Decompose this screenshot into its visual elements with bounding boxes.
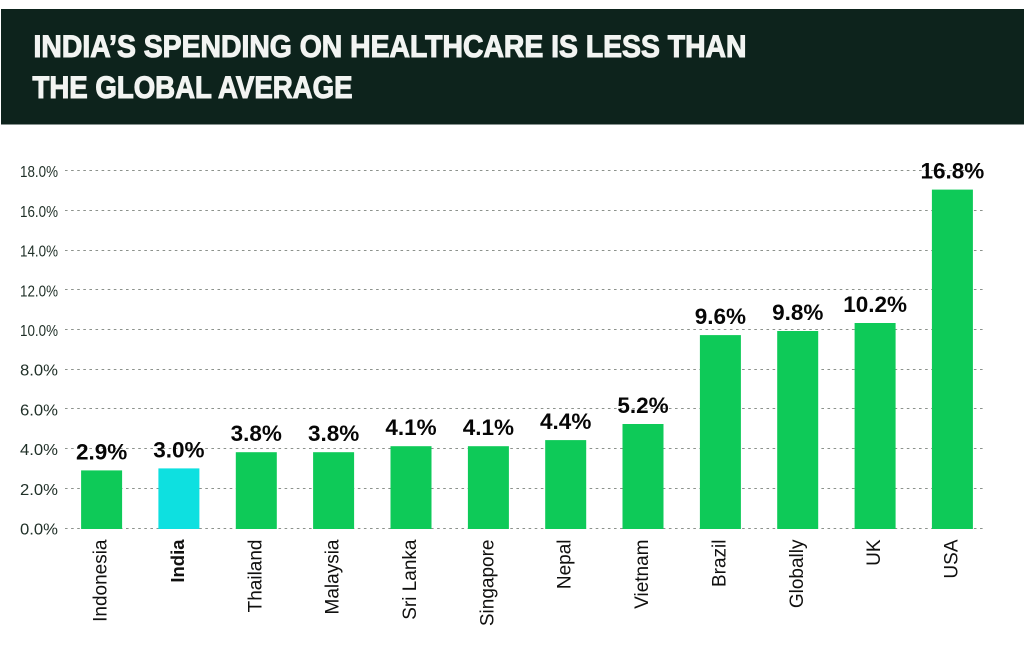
svg-text:10.0%: 10.0% (20, 323, 58, 340)
svg-text:2.9%: 2.9% (76, 439, 127, 464)
svg-text:3.0%: 3.0% (153, 437, 204, 462)
svg-text:Brazil: Brazil (709, 540, 730, 588)
svg-text:INDIA’S SPENDING ON HEALTHCARE: INDIA’S SPENDING ON HEALTHCARE IS LESS T… (34, 28, 747, 64)
svg-text:3.8%: 3.8% (231, 421, 282, 446)
svg-text:India: India (167, 539, 188, 583)
svg-text:2.0%: 2.0% (20, 482, 58, 499)
svg-text:5.2%: 5.2% (617, 393, 668, 418)
svg-text:UK: UK (864, 539, 885, 566)
svg-text:Indonesia: Indonesia (91, 539, 112, 622)
svg-text:Vietnam: Vietnam (632, 540, 653, 609)
svg-text:0.0%: 0.0% (20, 522, 58, 539)
svg-text:10.2%: 10.2% (843, 292, 907, 317)
svg-text:Sri Lanka: Sri Lanka (400, 539, 421, 620)
svg-text:16.8%: 16.8% (920, 159, 984, 184)
svg-text:14.0%: 14.0% (20, 244, 58, 261)
svg-text:8.0%: 8.0% (20, 363, 58, 380)
svg-text:6.0%: 6.0% (20, 402, 58, 419)
svg-text:18.0%: 18.0% (20, 164, 58, 181)
svg-text:4.0%: 4.0% (20, 442, 58, 459)
svg-text:Singapore: Singapore (477, 540, 498, 627)
svg-text:4.4%: 4.4% (540, 409, 591, 434)
svg-text:12.0%: 12.0% (20, 283, 58, 300)
svg-text:4.1%: 4.1% (463, 415, 514, 440)
svg-text:4.1%: 4.1% (385, 415, 436, 440)
svg-text:Globally: Globally (787, 539, 808, 608)
svg-text:Malaysia: Malaysia (323, 539, 344, 614)
svg-text:9.8%: 9.8% (772, 300, 823, 325)
svg-text:9.6%: 9.6% (695, 304, 746, 329)
svg-text:Nepal: Nepal (555, 540, 576, 590)
svg-text:Thailand: Thailand (245, 540, 266, 613)
svg-text:3.8%: 3.8% (308, 421, 359, 446)
svg-text:THE GLOBAL AVERAGE: THE GLOBAL AVERAGE (33, 69, 353, 105)
svg-text:USA: USA (941, 539, 962, 578)
svg-text:16.0%: 16.0% (20, 204, 58, 221)
